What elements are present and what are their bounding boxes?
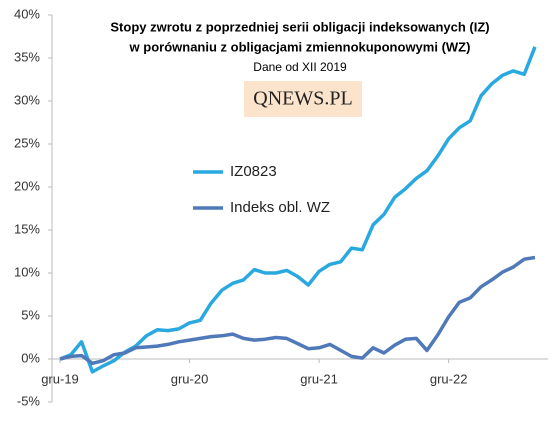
y-tick-label: 0% [21, 350, 40, 365]
y-tick-label: 40% [14, 6, 40, 21]
legend-label: Indeks obl. WZ [230, 199, 330, 216]
y-tick-label: 15% [14, 221, 40, 236]
x-tick-label: gru-19 [41, 371, 79, 386]
y-tick-label: 35% [14, 49, 40, 64]
legend-label: IZ0823 [230, 163, 277, 180]
series-line [59, 46, 537, 374]
y-tick-label: 10% [14, 264, 40, 279]
y-tick-label: 25% [14, 135, 40, 150]
y-tick-label: -5% [17, 393, 41, 408]
series-line [59, 255, 536, 366]
chart-title: w porównaniu z obligacjami zmiennokupono… [129, 39, 471, 54]
y-tick-label: 5% [21, 307, 40, 322]
y-tick-label: 30% [14, 92, 40, 107]
logo-box [244, 81, 362, 117]
chart-title: Stopy zwrotu z poprzedniej serii obligac… [110, 19, 489, 34]
chart-subtitle: Dane od XII 2019 [253, 60, 347, 74]
x-tick-label: gru-20 [171, 371, 209, 386]
x-tick-label: gru-22 [430, 371, 468, 386]
x-tick-label: gru-21 [300, 371, 338, 386]
y-tick-label: 20% [14, 178, 40, 193]
logo: QNEWS.PL [253, 88, 352, 110]
